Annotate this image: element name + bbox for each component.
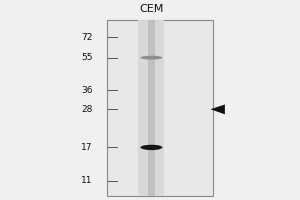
Bar	[139, 20, 164, 196]
Text: CEM: CEM	[139, 4, 164, 14]
Text: 36: 36	[81, 86, 92, 95]
Text: 72: 72	[81, 33, 92, 42]
Bar	[107, 20, 213, 196]
Polygon shape	[211, 104, 225, 114]
Text: 28: 28	[81, 105, 92, 114]
Ellipse shape	[140, 145, 163, 150]
Text: 17: 17	[81, 143, 92, 152]
Ellipse shape	[140, 56, 163, 60]
Text: 11: 11	[81, 176, 92, 185]
Bar	[148, 20, 155, 196]
Text: 55: 55	[81, 53, 92, 62]
